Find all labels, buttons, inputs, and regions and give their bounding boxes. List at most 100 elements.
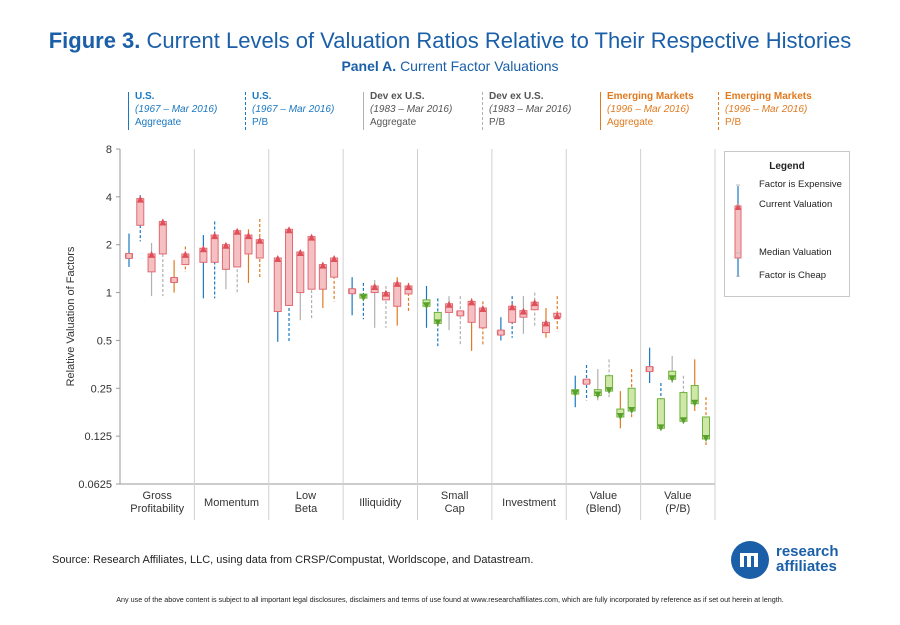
point-em-pb-current xyxy=(479,304,487,312)
point-us-aggregate-current xyxy=(274,254,282,262)
series-header-3-line2: (1983 – Mar 2016) xyxy=(370,104,453,115)
panel-label: Panel A. xyxy=(341,58,397,74)
series-header-4: Dev ex U.S. (1983 – Mar 2016) P/B xyxy=(489,90,571,129)
legend: Legend Factor is Expensive Current Valua… xyxy=(724,151,850,297)
point-dev-aggregate-current xyxy=(594,391,602,399)
category-label: Momentum xyxy=(204,497,259,509)
point-dev-pb-current xyxy=(531,299,539,307)
logo-line2: affiliates xyxy=(776,558,837,575)
y-tick-label: 1 xyxy=(106,288,112,300)
point-dev-aggregate-current xyxy=(222,241,230,249)
point-us-pb-current xyxy=(136,195,144,203)
source-note: Source: Research Affiliates, LLC, using … xyxy=(52,554,534,566)
point-em-aggregate-current xyxy=(691,399,699,407)
series-header-5-line3: Aggregate xyxy=(607,117,654,128)
point-us-pb-box xyxy=(210,234,219,263)
point-dev-pb-box xyxy=(307,236,316,290)
point-us-pb-box xyxy=(285,228,294,306)
point-us-pb-current xyxy=(434,319,442,327)
legend-current-marker xyxy=(735,203,741,210)
series-header-3-line1: Dev ex U.S. xyxy=(370,91,425,102)
y-tick-label: 0.0625 xyxy=(78,479,112,491)
point-dev-aggregate-current xyxy=(148,250,156,258)
category-label: Value (Blend) xyxy=(586,490,621,515)
point-dev-pb-box xyxy=(233,230,242,268)
point-us-pb-current xyxy=(285,226,293,234)
legend-current: Current Valuation xyxy=(759,199,833,210)
point-em-pb-current xyxy=(181,250,189,258)
series-header-3-line3: Aggregate xyxy=(370,117,417,128)
point-dev-pb-current xyxy=(159,218,167,226)
series-header-4-line1: Dev ex U.S. xyxy=(489,91,544,102)
point-us-aggregate-current xyxy=(125,252,133,259)
category-label: Value (P/B) xyxy=(664,490,691,515)
point-us-aggregate-current xyxy=(423,302,430,310)
point-us-aggregate-current xyxy=(571,390,579,398)
y-tick-label: 4 xyxy=(106,192,112,204)
point-dev-pb-box xyxy=(158,220,167,255)
legend-expensive: Factor is Expensive xyxy=(759,179,842,190)
series-header-6-line1: Emerging Markets xyxy=(725,91,812,102)
point-dev-pb-current xyxy=(605,387,613,395)
point-em-pb-current xyxy=(330,254,338,262)
point-em-pb-current xyxy=(256,236,264,244)
series-header-4-line3: P/B xyxy=(489,117,506,128)
series-header-1: U.S. (1967 – Mar 2016) Aggregate xyxy=(135,90,217,129)
point-us-pb-current xyxy=(359,294,367,302)
point-em-pb-current xyxy=(553,312,561,320)
legend-symbol xyxy=(734,184,742,277)
figure-title: Figure 3. Current Levels of Valuation Ra… xyxy=(0,28,900,54)
series-header-1-line2: (1967 – Mar 2016) xyxy=(135,104,218,115)
point-em-pb-current xyxy=(702,434,710,442)
point-us-pb-box xyxy=(136,198,145,226)
point-dev-pb-current xyxy=(679,417,687,425)
point-em-pb-current xyxy=(628,406,636,414)
point-dev-pb-current xyxy=(382,289,390,297)
series-header-2-line1: U.S. xyxy=(252,91,272,102)
research-affiliates-logo xyxy=(731,541,769,579)
series-header-3: Dev ex U.S. (1983 – Mar 2016) Aggregate xyxy=(370,90,452,129)
point-em-aggregate-current xyxy=(616,412,624,420)
y-tick-label: 8 xyxy=(106,144,112,156)
series-header-6: Emerging Markets (1996 – Mar 2016) P/B xyxy=(725,90,812,129)
series-header-line-1 xyxy=(128,92,129,130)
series-header-2-line3: P/B xyxy=(252,117,269,128)
disclaimer: Any use of the above content is subject … xyxy=(116,595,784,604)
point-em-aggregate-current xyxy=(319,261,327,269)
point-dev-pb-current xyxy=(233,227,241,235)
legend-box-mark xyxy=(734,205,742,259)
figure-title-text: Current Levels of Valuation Ratios Relat… xyxy=(146,28,852,53)
legend-cheap: Factor is Cheap xyxy=(759,270,827,281)
point-em-aggregate-current xyxy=(542,319,550,327)
point-us-pb-current xyxy=(583,378,591,385)
point-us-pb-current xyxy=(211,232,219,240)
y-axis-label: Relative Valuation of Factors xyxy=(65,246,77,386)
legend-title: Legend xyxy=(769,161,805,172)
series-header-1-line1: U.S. xyxy=(135,91,155,102)
category-label: Investment xyxy=(502,497,556,509)
point-em-aggregate-current xyxy=(468,298,476,306)
series-header-5-line1: Emerging Markets xyxy=(607,91,694,102)
point-us-pb-current xyxy=(657,424,665,432)
point-dev-pb-box xyxy=(679,392,688,422)
y-tick-label: 2 xyxy=(106,240,112,252)
panel-title-text: Current Factor Valuations xyxy=(400,58,559,74)
point-us-aggregate-current xyxy=(199,245,207,253)
y-tick-label: 0.125 xyxy=(84,431,112,443)
y-tick-label: 0.25 xyxy=(91,383,112,395)
series-header-line-3 xyxy=(363,92,364,130)
category-label: Low Beta xyxy=(295,490,319,515)
point-dev-aggregate-current xyxy=(445,300,453,308)
category-label: Small Cap xyxy=(441,490,469,515)
category-label: Illiquidity xyxy=(359,497,402,509)
legend-median: Median Valuation xyxy=(759,247,832,258)
series-header-1-line3: Aggregate xyxy=(135,117,182,128)
panel-title: Panel A. Current Factor Valuations xyxy=(0,58,900,74)
series-header-6-line3: P/B xyxy=(725,117,742,128)
series-header-4-line2: (1983 – Mar 2016) xyxy=(489,104,572,115)
point-us-aggregate-current xyxy=(646,366,654,373)
point-em-aggregate-current xyxy=(244,232,252,240)
category-label: Gross Profitability xyxy=(130,490,184,515)
series-header-line-6 xyxy=(718,92,719,130)
point-dev-aggregate-current xyxy=(296,248,304,256)
